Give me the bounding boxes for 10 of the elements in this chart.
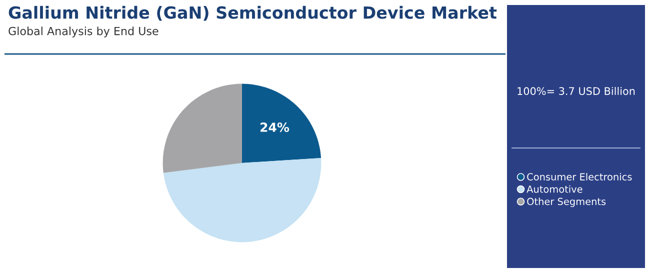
text: 100%= 3.7 USD Billion <box>518 86 635 96</box>
legend-label: Other Segments <box>527 198 606 208</box>
pie-slice <box>163 158 322 242</box>
chart-title: Gallium Nitride (GaN) Semiconductor Device Market <box>8 6 497 21</box>
pie-slice <box>242 84 322 163</box>
legend-label: Consumer Electronics <box>527 172 632 180</box>
chart-subtitle: Global Analysis by End Use <box>8 26 158 38</box>
legend-label: Automotive <box>526 185 582 193</box>
pie-slice <box>162 84 242 173</box>
data-label: 24% <box>260 122 290 132</box>
